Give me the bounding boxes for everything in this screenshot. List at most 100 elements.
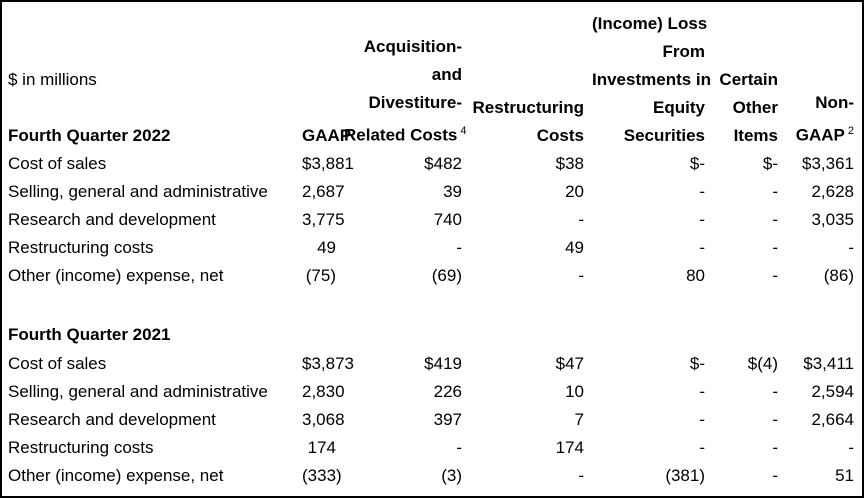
cell-value: 740 [433,210,462,229]
cell-value: $- [689,154,705,173]
table-row: Selling, general and administrative 2,830… [2,378,862,406]
cell-value: - [456,238,462,257]
header-restr-line-2: Costs [536,126,584,145]
header-acq-line-4: Related Costs 4 [344,117,467,150]
cell-value: 20 [565,182,584,201]
header-equity-line-2: From [662,42,706,61]
table-row: Other (income) expense, net (75) (69) - 80 - (… [2,262,862,290]
table-row: Other (income) expense, net (333) (3) - (381… [2,462,862,490]
header-equity-line-5: Securities [623,126,705,145]
cell-value: - [699,238,705,257]
header-nongaap-line-2-text: GAAP [795,126,845,145]
cell-value: 2,628 [811,182,854,201]
cell-value: 7 [574,410,584,429]
cell-value: - [772,210,778,229]
header-acq-line-2: and [431,65,462,85]
cell-value: (86) [823,266,854,285]
cell-value: 174 [307,438,336,457]
header-other-line-1: Certain [719,70,778,89]
cell-value: (333) [302,466,342,485]
row-label: Cost of sales [8,354,107,373]
row-label: Selling, general and administrative [8,182,268,201]
footnote-2: 2 [847,125,854,138]
section-spacer [2,290,862,320]
row-label: Research and development [8,210,216,229]
section-title-row: Fourth Quarter 2021 [2,320,862,350]
header-nongaap-line-2: GAAP 2 [786,117,854,150]
header-other-line-3: Items [733,126,778,145]
cell-value: - [699,210,705,229]
cell-value: - [578,466,584,485]
cell-value: 49 [317,238,336,257]
cell-value: (3) [441,466,462,485]
table-row: Restructuring costs 49 - 49 - - - [2,234,862,262]
cell-value: - [699,410,705,429]
cell-value: - [848,238,854,257]
row-label: Cost of sales [8,154,107,173]
cell-value: $- [689,354,705,373]
cell-value: 3,068 [302,410,345,429]
header-other-line-2: Other [732,98,778,117]
cell-value: $3,873 [302,354,354,373]
row-label: Other (income) expense, net [8,466,224,485]
row-label: Selling, general and administrative [8,382,268,401]
row-label: Restructuring costs [8,438,154,457]
header-restr-line-1: Restructuring [472,98,584,117]
table-row: Restructuring costs 174 - 174 - - - [2,434,862,462]
table-row: Selling, general and administrative 2,687… [2,178,862,206]
cell-value: $- [762,154,778,173]
header-equity-line-1: (Income) Loss [592,14,708,33]
header-acq-line-3: Divestiture- [368,93,462,113]
cell-value: $38 [555,154,584,173]
header-equity-line-4: Equity [653,98,705,117]
cell-value: 51 [835,466,854,485]
header-row: $ in millions Fourth Quarter 2022 GAAP A… [2,2,862,150]
cell-value: - [699,182,705,201]
cell-value: 10 [565,382,584,401]
cell-value: 2,830 [302,382,345,401]
cell-value: (381) [665,466,705,485]
cell-value: $47 [555,354,584,373]
cell-value: 80 [686,266,705,285]
cell-value: 3,775 [302,210,345,229]
cell-value: $482 [424,154,462,173]
cell-value: $(4) [747,354,778,373]
cell-value: - [699,382,705,401]
header-nongaap-line-1: Non- [815,93,854,113]
cell-value: $3,881 [302,154,354,173]
table-body: Cost of sales $3,881 $482 $38 $- $- $3,361 Sell… [2,150,862,490]
cell-value: 39 [443,182,462,201]
table-row: Cost of sales $3,881 $482 $38 $- $- $3,361 [2,150,862,178]
header-acquisition-divestiture: Acquisition- and Divestiture- Related Co… [344,2,470,150]
header-equity-line-3: Investments in [592,70,712,89]
cell-value: - [772,182,778,201]
section-title-2021: Fourth Quarter 2021 [8,325,171,344]
section-spacer-row [2,290,862,320]
cell-value: - [772,266,778,285]
cell-value: - [699,438,705,457]
cell-value: - [772,238,778,257]
cell-value: - [772,466,778,485]
header-gaap-line: GAAP [302,126,352,145]
table-row: Research and development 3,068 397 7 - - 2,664 [2,406,862,434]
cell-value: 2,594 [811,382,854,401]
header-certain-other: Certain Other Items [713,2,786,150]
header-label-column: $ in millions Fourth Quarter 2022 [2,2,302,150]
cell-value: 174 [555,438,584,457]
cell-value: 397 [433,410,462,429]
header-gaap: GAAP [302,2,352,150]
cell-value: 49 [565,238,584,257]
cell-value: $419 [424,354,462,373]
row-label: Research and development [8,410,216,429]
cell-value: $3,361 [802,154,854,173]
cell-value: - [456,438,462,457]
cell-value: 226 [433,382,462,401]
table-row: Research and development 3,775 740 - - - 3,035 [2,206,862,234]
cell-value: 3,035 [811,210,854,229]
header-spacer [8,94,302,122]
header-equity-securities: (Income) Loss From Investments in Equity… [592,2,713,150]
gaap-nongaap-reconciliation-table: $ in millions Fourth Quarter 2022 GAAP A… [2,2,862,490]
cell-value: (75) [305,266,336,285]
cell-value: 2,664 [811,410,854,429]
